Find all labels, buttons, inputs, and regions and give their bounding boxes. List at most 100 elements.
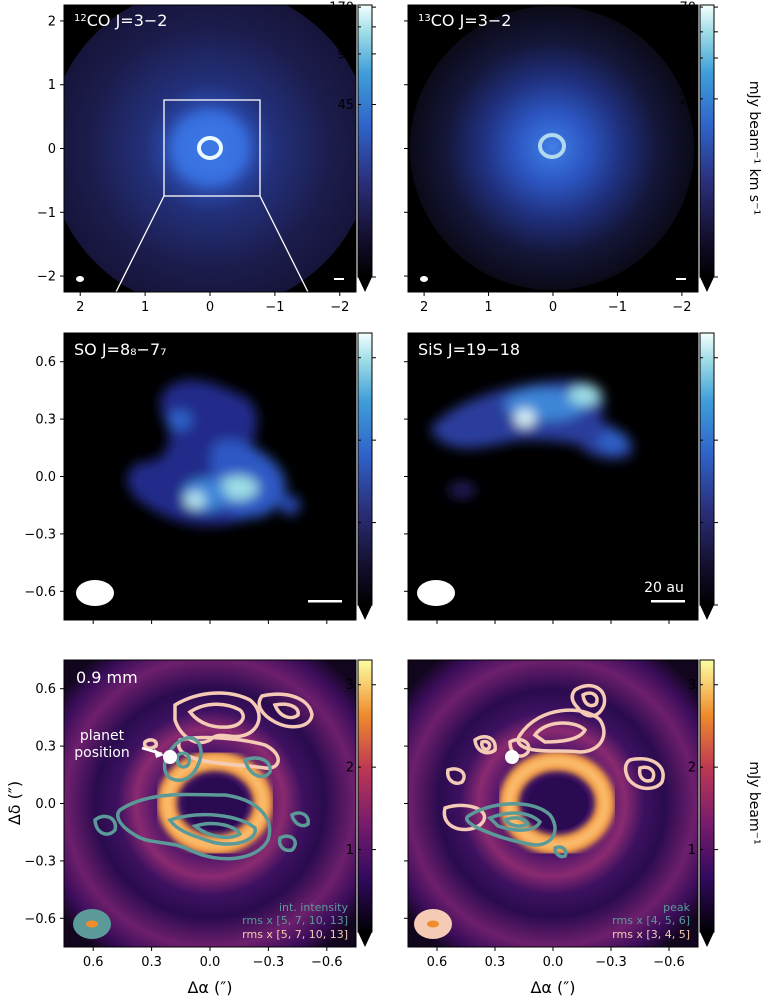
colorbar-gradient: [357, 659, 373, 933]
y-axis: 0.6 0.3 0.0 −0.3 −0.6: [24, 355, 64, 600]
panel-title: 0.9 mm: [76, 668, 138, 687]
colorbar-label: mJy beam⁻¹: [746, 761, 762, 844]
colorbar-tick-label: 70: [679, 1, 696, 16]
x-tick-label: 0.3: [141, 955, 162, 970]
x-tick-label: −1: [265, 300, 284, 315]
legend-line3: rms x [3, 4, 5]: [612, 928, 690, 941]
x-tick-label: 0: [549, 300, 557, 315]
beam-ellipse: [417, 580, 455, 606]
beam-ellipse: [420, 276, 428, 282]
panel-so: SO J=8₈−7₇ 0.6 0.3 0.0 −0.3 −0.6: [24, 332, 357, 624]
planet-marker: [163, 750, 177, 764]
colorbar-gradient: [699, 4, 715, 278]
x-tick-label: −1: [608, 300, 627, 315]
colorbar-tick-label: 2: [688, 761, 696, 776]
x-tick-label: 1: [141, 300, 149, 315]
legend-line3: rms x [5, 7, 10, 13]: [242, 928, 348, 941]
panel-background: [408, 333, 698, 620]
contours-teal: [465, 802, 568, 859]
colorbar-tick-label: 90: [337, 47, 354, 62]
panel-sis: SiS J=19−18 20 au: [404, 332, 699, 624]
colorbar-tick-label: 20: [679, 92, 696, 107]
planet-marker: [505, 750, 519, 764]
x-tick-label: 0.0: [543, 955, 564, 970]
scale-bar-label: 20 au: [644, 580, 684, 596]
colorbar-ticks: 1 2 3: [346, 678, 376, 858]
x-axis: 0.6 0.3 0.0 −0.3 −0.6: [83, 947, 343, 970]
x-axis-label: Δα (″): [530, 978, 575, 997]
colorbar-extend-arrow: [700, 605, 714, 620]
inset-box: [163, 99, 261, 197]
colorbar-extend-arrow: [358, 932, 372, 947]
y-tick-label: −1: [37, 206, 56, 221]
annotation-planet-line1: planet: [80, 728, 125, 744]
x-tick-label: 1: [484, 300, 492, 315]
colorbar-gradient: [357, 4, 373, 278]
colorbar-tick-label: 1: [688, 843, 696, 858]
colorbar-tick-label: 45: [337, 98, 354, 113]
colorbar-extend-arrow: [358, 277, 372, 292]
panel-title: 13CO J=3−2: [418, 11, 511, 30]
planet-arrowhead: [154, 749, 164, 758]
panel-title: 12CO J=3−2: [74, 11, 167, 30]
beam-ellipse: [76, 580, 114, 606]
y-tick-label: 0.6: [35, 682, 56, 697]
contours-teal: [93, 736, 310, 861]
contours-peach: [442, 683, 665, 832]
x-tick-label: 0.6: [427, 955, 448, 970]
x-tick-label: 0.6: [83, 955, 104, 970]
panel-12co: 12CO J=3−2 2 1 0 −1 −2 2 1 0 −1 −2: [37, 4, 357, 315]
colorbar-extend-arrow: [358, 605, 372, 620]
y-tick-label: 0.0: [35, 797, 56, 812]
x-axis: 0.6 0.3 0.0 −0.3 −0.6: [427, 947, 685, 970]
y-tick-label: 0.3: [35, 740, 56, 755]
y-axis: 0.6 0.3 0.0 −0.3 −0.6: [24, 682, 64, 927]
inset-line-left: [115, 195, 165, 292]
colorbar-tick-label: 15: [679, 351, 696, 366]
x-tick-label: 0: [206, 300, 214, 315]
y-tick-label: −0.3: [24, 527, 56, 542]
emission-ring: [538, 133, 566, 159]
colorbar-extend-arrow: [700, 277, 714, 292]
panel-title: SO J=8₈−7₇: [74, 340, 167, 359]
colorbar-tick-label: 5: [688, 516, 696, 531]
colorbar-dust-left: 1 2 3: [346, 659, 376, 947]
y-tick-label: −0.6: [24, 912, 56, 927]
colorbar-tick-label: 35: [679, 52, 696, 67]
x-tick-label: −0.3: [253, 955, 285, 970]
colorbar-13co: 0 20 35 50 70 mJy beam⁻¹ km s⁻¹: [679, 1, 762, 292]
scale-bar: [334, 278, 344, 280]
legend-line2: rms x [5, 7, 10, 13]: [242, 914, 348, 927]
y-axis: [404, 688, 408, 919]
beam-ellipse: [76, 276, 84, 282]
y-tick-label: 0.0: [35, 470, 56, 485]
emission-disk: [410, 6, 694, 290]
colorbar-tick-label: 0: [688, 271, 696, 286]
legend-line1: int. intensity: [279, 901, 349, 914]
beam-ellipse-inner: [427, 920, 439, 928]
colorbar-tick-label: 50: [679, 25, 696, 40]
y-tick-label: −0.6: [24, 585, 56, 600]
x-tick-label: 2: [76, 300, 84, 315]
colorbar-tick-label: 10: [679, 434, 696, 449]
colorbar-label: mJy beam⁻¹ km s⁻¹: [746, 81, 762, 215]
colorbar-tick-label: 0: [688, 599, 696, 614]
x-axis: [92, 620, 328, 624]
y-tick-label: −2: [37, 270, 56, 285]
legend-line1: peak: [663, 901, 690, 914]
x-tick-label: 0.0: [200, 955, 221, 970]
colorbar-ticks: 1 2 3: [688, 678, 718, 858]
scale-bar: [651, 600, 685, 603]
inset-line-right: [259, 195, 309, 292]
so-emission: [127, 380, 300, 526]
y-tick-label: −0.3: [24, 854, 56, 869]
colorbar-so: 5 10 15: [337, 332, 376, 620]
x-tick-label: −0.6: [653, 955, 685, 970]
colorbar-tick-label: 10: [337, 434, 354, 449]
colorbar-dust-right: 1 2 3 mJy beam⁻¹: [688, 659, 762, 947]
x-tick-label: −0.6: [311, 955, 343, 970]
sis-emission: [430, 380, 633, 498]
colorbar-tick-label: 1: [346, 843, 354, 858]
x-tick-label: −0.3: [595, 955, 627, 970]
